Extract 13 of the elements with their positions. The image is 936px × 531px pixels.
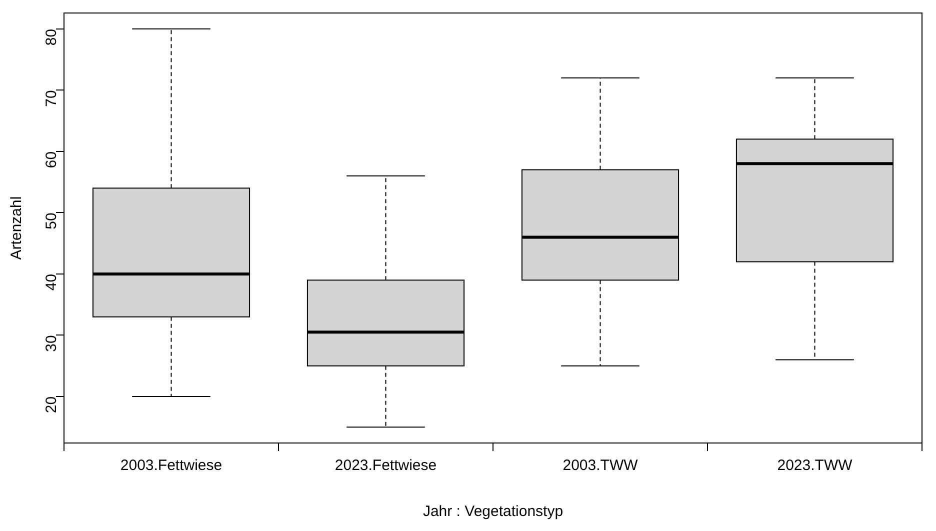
y-tick-label: 60 [43, 151, 60, 168]
x-tick-label: 2023.Fettwiese [334, 457, 437, 474]
y-tick-label: 20 [43, 396, 60, 414]
y-tick-label: 40 [43, 274, 60, 291]
x-tick-label: 2003.TWW [562, 457, 639, 474]
x-tick-label: 2003.Fettwiese [120, 457, 222, 474]
y-axis-title: Artenzahl [8, 196, 26, 260]
y-tick-label: 70 [43, 90, 60, 107]
x-axis-title: Jahr : Vegetationstyp [422, 503, 564, 520]
y-tick-label: 30 [43, 335, 60, 352]
y-tick-label: 50 [43, 212, 60, 230]
y-tick-label: 80 [43, 28, 60, 46]
x-tick-label: 2023.TWW [777, 457, 854, 474]
